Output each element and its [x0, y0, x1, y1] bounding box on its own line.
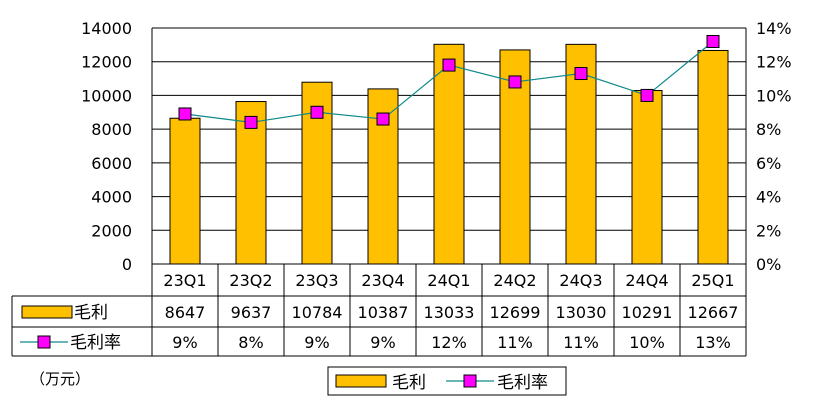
data-label: 12699: [490, 303, 541, 322]
category-label: 24Q1: [427, 271, 470, 290]
data-label: 9%: [304, 333, 329, 352]
data-label: 11%: [497, 333, 533, 352]
left-axis-tick-label: 4000: [91, 188, 132, 207]
bar-series: [169, 43, 729, 265]
right-axis-tick-label: 8%: [756, 120, 781, 139]
left-axis-tick-label: 0: [122, 255, 132, 274]
data-label: 10%: [629, 333, 665, 352]
data-label: 10784: [292, 303, 343, 322]
data-label: 13030: [556, 303, 607, 322]
right-axis-tick-label: 6%: [756, 154, 781, 173]
line-series: [178, 34, 720, 129]
legend-bar-swatch: [335, 374, 387, 388]
category-label: 23Q3: [295, 271, 338, 290]
right-axis-tick-label: 10%: [756, 86, 792, 105]
unit-note: （万元）: [30, 370, 90, 388]
table-marker-swatch: [37, 335, 51, 349]
data-label: 10387: [358, 303, 409, 322]
table-series-name: 毛利: [74, 303, 108, 323]
data-label: 9%: [370, 333, 395, 352]
left-axis-tick-label: 12000: [81, 53, 132, 72]
margin-point: [706, 34, 720, 48]
left-axis-tick-label: 6000: [91, 154, 132, 173]
margin-point: [310, 105, 324, 119]
margin-point: [574, 67, 588, 81]
bar: [631, 90, 663, 265]
right-axis-tick-label: 0%: [756, 255, 781, 274]
margin-point: [376, 112, 390, 126]
legend-marker-swatch: [463, 374, 477, 388]
left-axis-tick-label: 10000: [81, 86, 132, 105]
right-axis-tick-label: 14%: [756, 19, 792, 38]
category-label: 23Q1: [163, 271, 206, 290]
data-label: 10291: [622, 303, 673, 322]
data-label: 8647: [165, 303, 206, 322]
margin-point: [178, 107, 192, 121]
data-table: 23Q1 23Q2 23Q3 23Q4 24Q1 24Q2 24Q3 24Q4 25Q1 毛利 86…: [11, 264, 747, 357]
category-label: 24Q3: [559, 271, 602, 290]
margin-point: [244, 115, 258, 129]
data-label: 9637: [231, 303, 272, 322]
data-label: 9%: [172, 333, 197, 352]
margin-point: [442, 58, 456, 72]
category-label: 23Q4: [361, 271, 404, 290]
data-label: 12%: [431, 333, 467, 352]
bar: [433, 43, 465, 265]
table-bar-swatch: [21, 305, 73, 319]
table-series-name: 毛利率: [70, 333, 121, 353]
category-label: 23Q2: [229, 271, 272, 290]
bar: [697, 49, 729, 265]
data-label: 13033: [424, 303, 475, 322]
right-axis-ticks: 0% 2% 4% 6% 8% 10% 12% 14%: [756, 19, 792, 274]
data-label: 11%: [563, 333, 599, 352]
data-label: 13%: [695, 333, 731, 352]
category-label: 24Q2: [493, 271, 536, 290]
left-axis-tick-label: 8000: [91, 120, 132, 139]
legend-label: 毛利: [392, 373, 426, 393]
bar: [169, 117, 201, 265]
margin-point: [640, 88, 654, 102]
left-axis-tick-label: 2000: [91, 221, 132, 240]
right-axis-tick-label: 2%: [756, 221, 781, 240]
left-axis-tick-label: 14000: [81, 19, 132, 38]
category-label: 24Q4: [625, 271, 668, 290]
data-label: 8%: [238, 333, 263, 352]
data-label: 12667: [688, 303, 739, 322]
category-label: 25Q1: [691, 271, 734, 290]
axes: [151, 28, 747, 265]
right-axis-tick-label: 4%: [756, 188, 781, 207]
legend-label: 毛利率: [497, 373, 548, 393]
right-axis-tick-label: 12%: [756, 53, 792, 72]
bar: [565, 43, 597, 265]
margin-point: [508, 75, 522, 89]
left-axis-ticks: 0 2000 4000 6000 8000 10000 12000 14000: [81, 19, 132, 274]
legend: 毛利 毛利率: [327, 366, 567, 396]
